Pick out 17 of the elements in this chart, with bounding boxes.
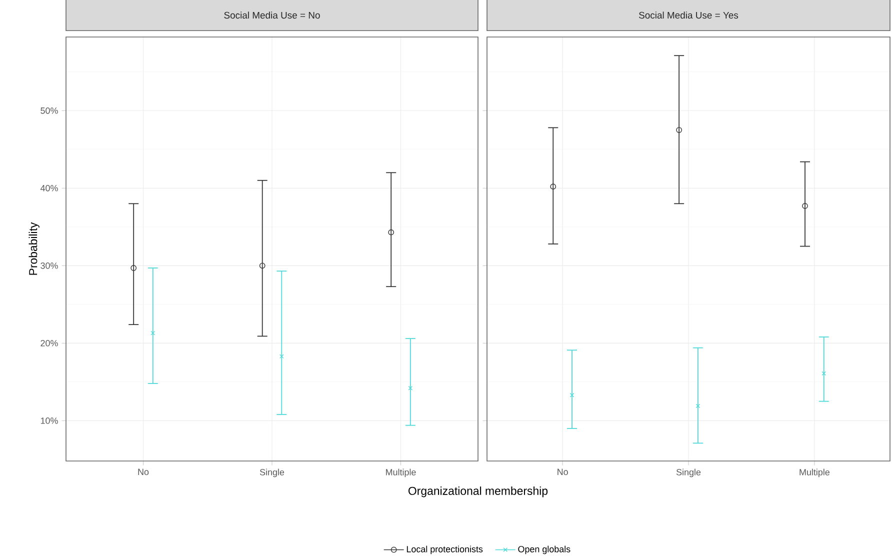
y-tick-label: 50% (40, 107, 58, 114)
chart-title: Social Media Use = Yes (639, 12, 738, 19)
x-axis-title: Organizational membership (408, 486, 548, 498)
x-tick-label: No (138, 468, 149, 476)
y-tick-label: 30% (40, 262, 58, 269)
y-axis-title: Probability (28, 222, 40, 275)
chart-title: Social Media Use = No (224, 12, 320, 19)
x-tick-label: Single (260, 468, 284, 478)
y-tick-label: 20% (40, 340, 58, 346)
x-tick-label: Multiple (386, 468, 416, 478)
y-tick-label: 40% (40, 184, 58, 192)
y-tick-label: 10% (40, 418, 58, 424)
legend-label: Local protectionists (406, 546, 483, 554)
x-tick-label: Single (676, 468, 701, 478)
legend-label: Open globals (518, 546, 570, 554)
x-tick-label: Multiple (800, 468, 830, 478)
x-tick-label: No (558, 468, 568, 476)
